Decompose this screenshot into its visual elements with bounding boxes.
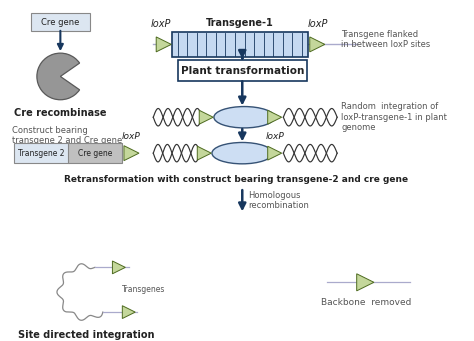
Polygon shape [197, 146, 211, 160]
Polygon shape [268, 146, 282, 160]
Text: Transgenes: Transgenes [122, 285, 166, 294]
Text: Random  integration of
loxP-transgene-1 in plant
genome: Random integration of loxP-transgene-1 i… [341, 102, 447, 132]
Ellipse shape [212, 143, 273, 164]
Text: Construct bearing
transgene 2 and Cre gene: Construct bearing transgene 2 and Cre ge… [12, 126, 123, 145]
Polygon shape [124, 146, 139, 161]
Polygon shape [122, 306, 135, 318]
Text: Transgene-1: Transgene-1 [206, 18, 273, 28]
Text: loxP: loxP [121, 132, 140, 140]
Polygon shape [156, 37, 171, 52]
Polygon shape [310, 37, 325, 52]
Polygon shape [112, 261, 125, 274]
FancyBboxPatch shape [31, 13, 90, 31]
Text: Transgene flanked
in between loxP sites: Transgene flanked in between loxP sites [341, 30, 430, 49]
Polygon shape [357, 274, 374, 291]
Text: Homologous
recombination: Homologous recombination [248, 191, 309, 210]
Text: Cre recombinase: Cre recombinase [14, 107, 107, 118]
Ellipse shape [214, 106, 274, 128]
Text: Cre gene: Cre gene [78, 149, 112, 158]
Text: Cre gene: Cre gene [41, 17, 80, 27]
Text: loxP: loxP [307, 19, 328, 29]
FancyBboxPatch shape [178, 60, 307, 81]
Polygon shape [199, 110, 213, 124]
Text: Backbone  removed: Backbone removed [321, 298, 411, 307]
Text: loxP: loxP [266, 132, 285, 140]
Wedge shape [37, 53, 80, 100]
Polygon shape [268, 110, 282, 124]
Text: Plant transformation: Plant transformation [181, 65, 304, 76]
Text: Retransformation with construct bearing transgene-2 and cre gene: Retransformation with construct bearing … [64, 175, 409, 183]
Text: loxP: loxP [151, 19, 171, 29]
Text: Transgene 2: Transgene 2 [18, 149, 64, 158]
Text: Site directed integration: Site directed integration [18, 330, 154, 340]
Bar [172, 32, 308, 57]
FancyBboxPatch shape [14, 143, 69, 163]
FancyBboxPatch shape [68, 143, 122, 163]
